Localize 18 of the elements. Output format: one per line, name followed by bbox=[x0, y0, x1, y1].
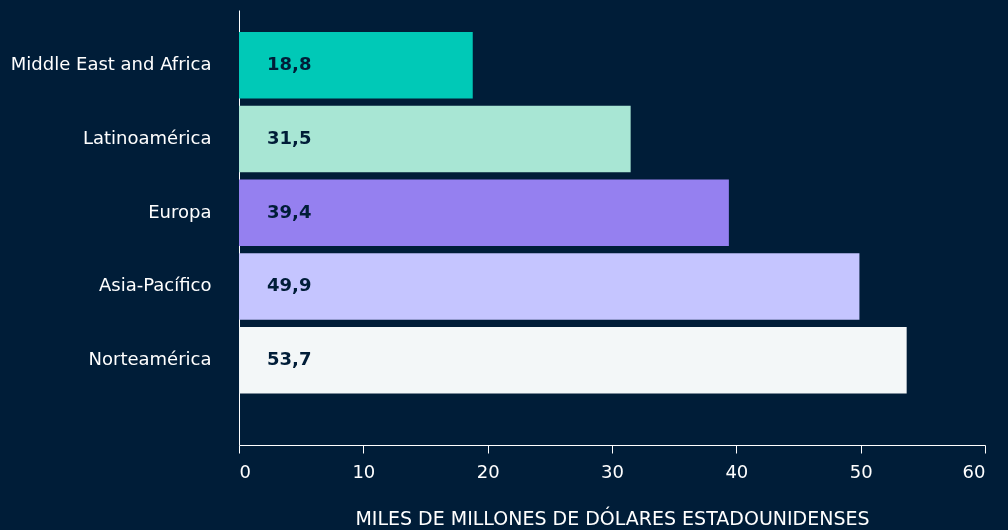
y-tick-label: Europa bbox=[148, 200, 212, 222]
x-tick-label: 0 bbox=[239, 460, 251, 482]
x-tick-label: 40 bbox=[725, 460, 749, 482]
x-tick-label: 50 bbox=[849, 460, 873, 482]
data-label: 31,5 bbox=[267, 127, 312, 149]
y-tick-label: Middle East and Africa bbox=[10, 53, 212, 75]
x-tick-label: 60 bbox=[962, 460, 986, 482]
data-label: 39,4 bbox=[267, 200, 312, 222]
data-label: 49,9 bbox=[267, 274, 312, 296]
x-axis-title: MILES DE MILLONES DE DÓLARES ESTADOUNIDENSES bbox=[355, 505, 870, 529]
y-tick-label: Latinoamérica bbox=[82, 127, 212, 149]
y-tick-label: Norteamérica bbox=[88, 348, 212, 370]
data-label: 18,8 bbox=[267, 53, 312, 75]
x-tick-label: 10 bbox=[352, 460, 376, 482]
data-label: 53,7 bbox=[267, 348, 312, 370]
y-tick-label: Asia-Pacífico bbox=[99, 274, 212, 296]
x-tick-label: 20 bbox=[476, 460, 500, 482]
x-tick-label: 30 bbox=[601, 460, 624, 482]
